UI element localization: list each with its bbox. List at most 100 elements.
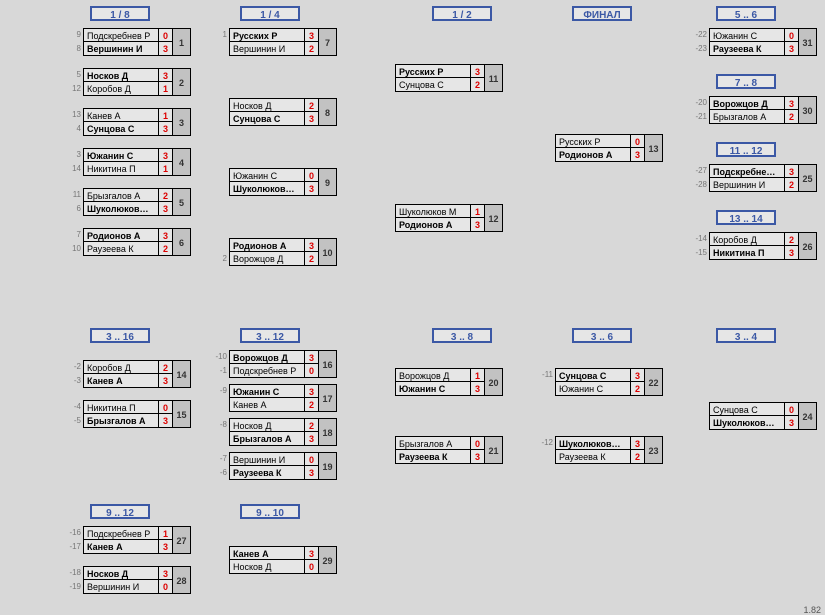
- player-name: Шуколюков…: [229, 182, 305, 196]
- match: Канев А3Носков Д0: [214, 546, 319, 574]
- player-name: Носков Д: [83, 566, 159, 580]
- player-name: Родионов А: [395, 218, 471, 232]
- player-name: Вершинин И: [83, 42, 159, 56]
- round-label: 13 .. 14: [716, 210, 776, 225]
- match-number: 23: [645, 436, 663, 464]
- match: 9Подскребнев Р08Вершинин И3: [68, 28, 173, 56]
- player-name: Никитина П: [83, 400, 159, 414]
- player-score: 2: [305, 98, 319, 112]
- player-score: 0: [785, 402, 799, 416]
- player-score: 3: [305, 112, 319, 126]
- match: -7Вершинин И0-6Раузеева К3: [214, 452, 319, 480]
- player-score: 3: [305, 432, 319, 446]
- seed: [540, 148, 555, 162]
- round-label: 1 / 2: [432, 6, 492, 21]
- match-number: 16: [319, 350, 337, 378]
- seed: 7: [68, 228, 83, 242]
- player-name: Южанин С: [83, 148, 159, 162]
- round-label: 1 / 4: [240, 6, 300, 21]
- round-label: ФИНАЛ: [572, 6, 632, 21]
- player-name: Сунцова С: [709, 402, 785, 416]
- player-name: Сунцова С: [83, 122, 159, 136]
- player-name: Вершинин И: [83, 580, 159, 594]
- round-label: 3 .. 8: [432, 328, 492, 343]
- player-name: Шуколюков М: [395, 204, 471, 218]
- match: 3Южанин С314Никитина П1: [68, 148, 173, 176]
- match-number: 27: [173, 526, 191, 554]
- match: -10Ворожцов Д3-1Подскребнев Р0: [214, 350, 319, 378]
- player-score: 3: [159, 148, 173, 162]
- player-score: 0: [471, 436, 485, 450]
- round-label: 3 .. 6: [572, 328, 632, 343]
- match: Ворожцов Д1Южанин С3: [380, 368, 485, 396]
- seed: 4: [68, 122, 83, 136]
- player-name: Никитина П: [709, 246, 785, 260]
- match-number: 25: [799, 164, 817, 192]
- match: 1Русских Р3Вершинин И2: [214, 28, 319, 56]
- match: -14Коробов Д2-15Никитина П3: [694, 232, 799, 260]
- match: 13Канев А14Сунцова С3: [68, 108, 173, 136]
- round-label: 3 .. 12: [240, 328, 300, 343]
- seed: -15: [694, 246, 709, 260]
- player-score: 3: [471, 218, 485, 232]
- match-number: 24: [799, 402, 817, 430]
- match: Шуколюков М1Родионов А3: [380, 204, 485, 232]
- player-name: Вершинин И: [229, 42, 305, 56]
- seed: 3: [68, 148, 83, 162]
- player-score: 3: [159, 202, 173, 216]
- player-score: 0: [305, 452, 319, 466]
- match-number: 1: [173, 28, 191, 56]
- player-score: 1: [159, 82, 173, 96]
- player-name: Канев А: [83, 540, 159, 554]
- player-name: Канев А: [83, 108, 159, 122]
- player-name: Русских Р: [395, 64, 471, 78]
- match: -8Носков Д2Брызгалов А3: [214, 418, 319, 446]
- player-name: Шуколюков…: [709, 416, 785, 430]
- match-number: 7: [319, 28, 337, 56]
- seed: -12: [540, 436, 555, 450]
- seed: [214, 560, 229, 574]
- player-score: 3: [305, 384, 319, 398]
- player-score: 3: [471, 64, 485, 78]
- player-name: Раузеева К: [229, 466, 305, 480]
- match: -9Южанин С3Канев А2: [214, 384, 319, 412]
- player-name: Коробов Д: [83, 82, 159, 96]
- seed: -21: [694, 110, 709, 124]
- seed: -7: [214, 452, 229, 466]
- player-score: 2: [305, 42, 319, 56]
- player-name: Сунцова С: [395, 78, 471, 92]
- seed: [380, 382, 395, 396]
- seed: -10: [214, 350, 229, 364]
- seed: -18: [68, 566, 83, 580]
- player-score: 1: [159, 108, 173, 122]
- player-name: Брызгалов А: [83, 188, 159, 202]
- player-name: Носков Д: [229, 560, 305, 574]
- seed: -22: [694, 28, 709, 42]
- seed: -4: [68, 400, 83, 414]
- round-label: 3 .. 16: [90, 328, 150, 343]
- seed: -5: [68, 414, 83, 428]
- player-score: 3: [159, 42, 173, 56]
- player-score: 3: [631, 148, 645, 162]
- match-number: 8: [319, 98, 337, 126]
- player-name: Южанин С: [229, 384, 305, 398]
- player-name: Брызгалов А: [83, 414, 159, 428]
- player-name: Сунцова С: [229, 112, 305, 126]
- match-number: 3: [173, 108, 191, 136]
- player-score: 0: [305, 560, 319, 574]
- round-label: 5 .. 6: [716, 6, 776, 21]
- player-name: Подскребнев Р: [229, 364, 305, 378]
- player-score: 0: [159, 580, 173, 594]
- player-score: 3: [159, 68, 173, 82]
- seed: [380, 64, 395, 78]
- player-score: 3: [785, 42, 799, 56]
- player-score: 3: [471, 450, 485, 464]
- player-score: 3: [785, 246, 799, 260]
- player-score: 3: [159, 414, 173, 428]
- match: -11Сунцова С3Южанин С2: [540, 368, 645, 396]
- seed: 5: [68, 68, 83, 82]
- seed: [694, 416, 709, 430]
- seed: 12: [68, 82, 83, 96]
- player-score: 2: [785, 232, 799, 246]
- seed: 9: [68, 28, 83, 42]
